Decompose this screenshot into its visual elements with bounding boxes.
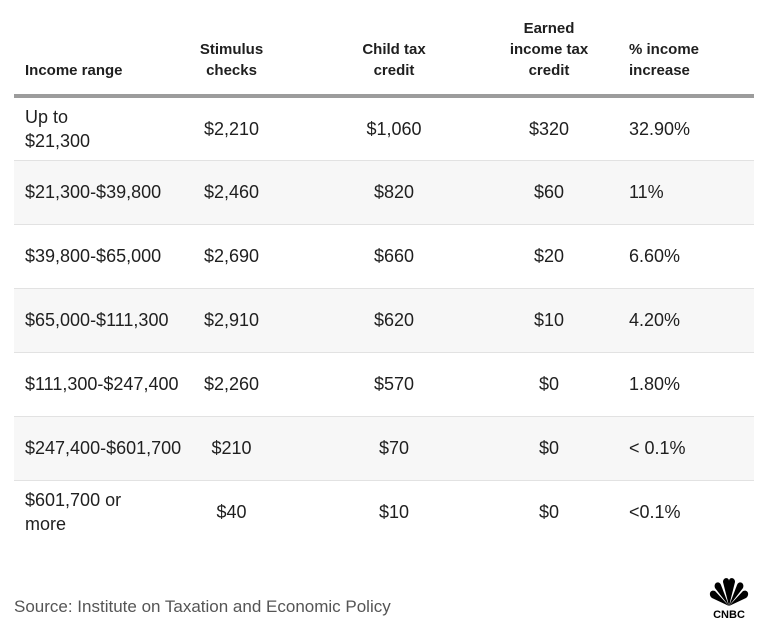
table-row: $247,400-$601,700 $210 $70 $0 < 0.1% [14,416,754,480]
pct-income-increase-cell: 4.20% [629,288,754,352]
earned-income-tax-credit-cell: $10 [469,288,629,352]
earned-income-tax-credit-cell-text: $0 [538,502,560,523]
stimulus-checks-cell: $2,210 [144,96,319,160]
child-tax-credit-cell-text: $820 [373,182,415,202]
stimulus-checks-cell-text: $2,910 [203,310,260,330]
table-row: $111,300-$247,400 $2,260 $570 $0 1.80% [14,352,754,416]
pct-income-increase-cell: < 0.1% [629,416,754,480]
pct-income-increase-cell: 32.90% [629,96,754,160]
income-range-cell-text: $21,300-$39,800 [25,182,162,202]
child-tax-credit-cell: $70 [319,416,469,480]
stimulus-checks-cell: $2,260 [144,352,319,416]
pct-income-increase-cell: 6.60% [629,224,754,288]
earned-income-tax-credit-cell: $0 [469,416,629,480]
pct-income-increase-cell-text: 32.90% [629,118,691,139]
cnbc-logo: CNBC [702,576,756,621]
earned-income-tax-credit-cell-text: $0 [538,374,560,394]
header-earned-income-tax-credit: Earned income tax credit [509,20,589,79]
income-range-cell: $247,400-$601,700 [14,416,182,480]
child-tax-credit-cell-text: $10 [378,502,410,523]
income-range-cell-text: $247,400-$601,700 [25,438,182,458]
earned-income-tax-credit-cell-text: $20 [533,246,565,266]
pct-income-increase-cell-text: 6.60% [629,246,681,266]
table-row: $39,800-$65,000 $2,690 $660 $20 6.60% [14,224,754,288]
child-tax-credit-cell: $10 [319,480,469,544]
child-tax-credit-cell: $1,060 [319,96,469,160]
income-range-cell: $39,800-$65,000 [14,224,162,288]
income-range-cell: $65,000-$111,300 [14,288,169,352]
income-range-cell: $21,300-$39,800 [14,160,162,224]
earned-income-tax-credit-cell: $60 [469,160,629,224]
child-tax-credit-cell-text: $70 [378,438,410,458]
income-range-cell-text: $111,300-$247,400 [25,374,179,394]
child-tax-credit-cell: $660 [319,224,469,288]
stimulus-checks-cell: $2,910 [144,288,319,352]
earned-income-tax-credit-cell-text: $0 [538,438,560,458]
income-range-cell-text: $601,700 or more [25,490,122,535]
income-range-cell: Up to $21,300 [14,96,144,160]
pct-income-increase-cell: 1.80% [629,352,754,416]
stimulus-checks-cell: $2,460 [144,160,319,224]
header-income-range: Income range [25,62,123,79]
pct-income-increase-cell-text: <0.1% [629,502,681,523]
child-tax-credit-cell-text: $570 [373,374,415,394]
stimulus-checks-cell: $2,690 [144,224,319,288]
earned-income-tax-credit-cell: $0 [469,352,629,416]
child-tax-credit-cell-text: $1,060 [366,118,422,139]
table-row: Up to $21,300 $2,210 $1,060 $320 32.90% [14,96,754,160]
stimulus-checks-cell-text: $40 [216,502,247,523]
stimulus-checks-cell-text: $2,210 [203,118,260,139]
income-table: Income range Stimulus checks Child tax c… [14,18,754,544]
stimulus-checks-cell-text: $210 [211,438,252,458]
table-row: $65,000-$111,300 $2,910 $620 $10 4.20% [14,288,754,352]
cnbc-logo-text: CNBC [713,609,745,620]
child-tax-credit-cell: $820 [319,160,469,224]
child-tax-credit-cell: $620 [319,288,469,352]
header-child-tax-credit: Child tax credit [362,41,426,79]
pct-income-increase-cell-text: 1.80% [629,374,681,394]
table-row: $21,300-$39,800 $2,460 $820 $60 11% [14,160,754,224]
earned-income-tax-credit-cell: $0 [469,480,629,544]
earned-income-tax-credit-cell: $320 [469,96,629,160]
source-note: Source: Institute on Taxation and Econom… [14,597,391,616]
income-range-cell-text: Up to $21,300 [25,106,91,151]
cnbc-peacock-icon: CNBC [709,578,749,621]
child-tax-credit-cell: $570 [319,352,469,416]
pct-income-increase-cell: <0.1% [629,480,754,544]
stimulus-checks-cell-text: $2,460 [203,182,260,202]
header-pct-income-increase: % income increase [629,41,700,79]
pct-income-increase-cell-text: 4.20% [629,310,681,330]
income-table-container: Income range Stimulus checks Child tax c… [14,18,754,544]
stimulus-checks-cell-text: $2,260 [203,374,260,394]
pct-income-increase-cell-text: 11% [629,182,664,202]
table-row: $601,700 or more $40 $10 $0 <0.1% [14,480,754,544]
child-tax-credit-cell-text: $660 [373,246,415,266]
income-range-cell: $601,700 or more [14,480,144,544]
earned-income-tax-credit-cell-text: $320 [528,118,570,139]
stimulus-checks-cell: $210 [144,416,319,480]
table-header-row: Income range Stimulus checks Child tax c… [14,18,754,96]
income-range-cell-text: $65,000-$111,300 [25,310,169,330]
stimulus-checks-cell: $40 [144,480,319,544]
stimulus-checks-cell-text: $2,690 [203,246,260,266]
earned-income-tax-credit-cell-text: $60 [533,182,565,202]
child-tax-credit-cell-text: $620 [373,310,415,330]
earned-income-tax-credit-cell: $20 [469,224,629,288]
header-stimulus-checks: Stimulus checks [199,41,264,79]
earned-income-tax-credit-cell-text: $10 [533,310,565,330]
pct-income-increase-cell-text: < 0.1% [629,438,686,458]
income-range-cell: $111,300-$247,400 [14,352,179,416]
income-range-cell-text: $39,800-$65,000 [25,246,162,266]
pct-income-increase-cell: 11% [629,160,754,224]
